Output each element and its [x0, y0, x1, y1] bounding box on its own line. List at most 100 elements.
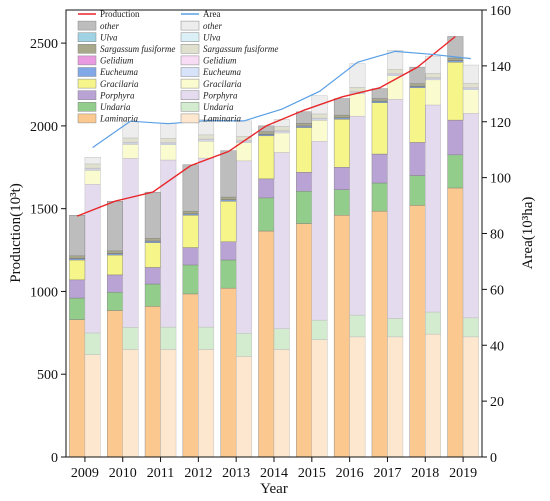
bar-area-porphyra-2018 — [425, 104, 441, 313]
bar-area-porphyra-2014 — [273, 152, 290, 329]
x-tick-label: 2012 — [184, 466, 212, 481]
bar-area-other-2019 — [462, 64, 479, 84]
bar-production-gracilaria-2009 — [69, 259, 86, 281]
bar-area-gracilaria-2018 — [425, 79, 441, 106]
bar-area-gracilaria-2010 — [122, 144, 139, 159]
bar-area-undaria-2016 — [349, 314, 366, 338]
bar-production-other-2010 — [107, 201, 123, 252]
x-tick-label: 2013 — [222, 466, 250, 481]
bar-area-porphyra-2009 — [84, 184, 101, 334]
bar-area-eucheuma-2014 — [273, 131, 290, 134]
bar-area-eucheuma-2010 — [122, 142, 139, 145]
bar-area-gracilaria-2014 — [273, 132, 290, 153]
bar-area-sargassum-fusiforme-2016 — [349, 87, 366, 92]
production-legend-label-laminaria: Laminaria — [99, 114, 139, 124]
bar-area-undaria-2009 — [84, 332, 101, 355]
production-legend-swatch-gracilaria — [77, 78, 97, 89]
x-tick-label: 2009 — [71, 466, 99, 481]
bar-production-porphyra-2011 — [144, 267, 161, 285]
bar-production-gracilaria-2010 — [107, 254, 123, 276]
bar-production-laminaria-2015 — [296, 223, 313, 458]
bar-area-undaria-2010 — [122, 327, 139, 350]
bar-area-eucheuma-2012 — [198, 139, 215, 142]
bar-area-laminaria-2013 — [235, 356, 252, 458]
bar-production-gracilaria-2019 — [447, 61, 464, 121]
production-legend-swatch-gelidium — [77, 55, 97, 66]
y-left-tick-label: 2000 — [30, 120, 58, 135]
bar-production-gracilaria-2014 — [258, 135, 275, 180]
bar-area-eucheuma-2019 — [462, 88, 479, 90]
bar-production-other-2016 — [333, 98, 350, 116]
bar-production-laminaria-2011 — [144, 306, 161, 458]
bar-area-sargassum-fusiforme-2017 — [387, 69, 404, 74]
area-legend-swatch-gracilaria — [180, 78, 200, 89]
bar-production-other-2011 — [144, 191, 161, 239]
y-right-tick-label: 120 — [490, 116, 511, 131]
bar-area-other-2017 — [387, 50, 404, 70]
bar-area-porphyra-2017 — [387, 99, 404, 319]
bar-area-sargassum-fusiforme-2009 — [84, 163, 101, 169]
y-left-tick-label: 500 — [37, 368, 58, 383]
production-legend-swatch-sargassum-fusiforme — [77, 44, 97, 54]
bar-area-porphyra-2019 — [462, 113, 479, 319]
y-axis-left-title: Production(10³t) — [8, 183, 24, 283]
bar-area-undaria-2013 — [235, 333, 252, 357]
production-legend-label-sargassum-fusiforme: Sargassum fusiforme — [100, 44, 175, 54]
production-legend-label-undaria: Undaria — [100, 102, 131, 112]
bar-area-laminaria-2014 — [273, 349, 290, 458]
area-legend-label-area: Area — [203, 9, 221, 19]
bar-area-other-2016 — [349, 63, 366, 88]
bar-area-gracilaria-2016 — [349, 93, 366, 117]
production-legend-swatch-laminaria — [77, 113, 97, 124]
bar-production-undaria-2014 — [258, 197, 275, 232]
area-legend-label-porphyra: Porphyra — [202, 90, 238, 100]
bar-area-eucheuma-2015 — [311, 118, 328, 121]
bar-area-gracilaria-2012 — [198, 141, 215, 159]
bar-area-other-2014 — [273, 119, 290, 127]
bar-production-undaria-2019 — [447, 154, 464, 189]
bar-production-other-2017 — [371, 88, 388, 99]
bar-area-sargassum-fusiforme-2012 — [198, 134, 215, 140]
bar-production-porphyra-2019 — [447, 119, 464, 156]
bar-production-other-2012 — [182, 164, 199, 212]
bar-production-other-2015 — [296, 111, 313, 124]
area-legend-swatch-porphyra — [180, 90, 200, 100]
bar-production-porphyra-2013 — [220, 241, 237, 261]
bar-area-porphyra-2010 — [122, 158, 139, 328]
bar-area-other-2018 — [425, 55, 441, 74]
bar-area-porphyra-2016 — [349, 115, 366, 316]
production-legend-label-gelidium: Gelidium — [100, 56, 134, 66]
area-legend-label-other: other — [203, 21, 222, 31]
y-left-tick-label: 2500 — [30, 37, 58, 52]
bar-production-other-2019 — [447, 36, 464, 59]
y-right-tick-label: 140 — [490, 60, 511, 75]
bar-production-undaria-2011 — [144, 283, 161, 307]
lines-layer — [76, 35, 471, 217]
bar-area-sargassum-fusiforme-2011 — [160, 138, 177, 143]
production-legend-label-gracilaria: Gracilaria — [100, 79, 139, 89]
bar-production-laminaria-2010 — [107, 310, 123, 458]
bar-production-sargassum-fusiforme-2018 — [409, 83, 426, 87]
y-left-tick-label: 1500 — [30, 203, 58, 218]
bar-production-gracilaria-2013 — [220, 201, 237, 242]
bar-production-porphyra-2017 — [371, 153, 388, 184]
bar-production-other-2013 — [220, 150, 237, 198]
bars-layer — [69, 36, 479, 458]
bar-production-sargassum-fusiforme-2013 — [220, 196, 237, 200]
bar-production-laminaria-2016 — [333, 215, 350, 458]
bar-area-laminaria-2012 — [198, 349, 215, 458]
bar-production-undaria-2016 — [333, 189, 350, 216]
bar-area-sargassum-fusiforme-2018 — [425, 73, 441, 78]
bar-production-sargassum-fusiforme-2015 — [296, 123, 313, 127]
bar-area-laminaria-2009 — [84, 354, 101, 458]
bar-production-laminaria-2018 — [409, 205, 426, 458]
bar-production-laminaria-2019 — [447, 187, 464, 458]
bar-production-sargassum-fusiforme-2010 — [107, 250, 123, 254]
bar-production-gracilaria-2017 — [371, 102, 388, 155]
y-right-tick-label: 80 — [490, 228, 504, 243]
bar-area-laminaria-2017 — [387, 336, 404, 458]
bar-area-undaria-2012 — [198, 326, 215, 350]
area-legend-swatch-sargassum-fusiforme — [180, 44, 200, 54]
bar-area-laminaria-2015 — [311, 339, 328, 458]
